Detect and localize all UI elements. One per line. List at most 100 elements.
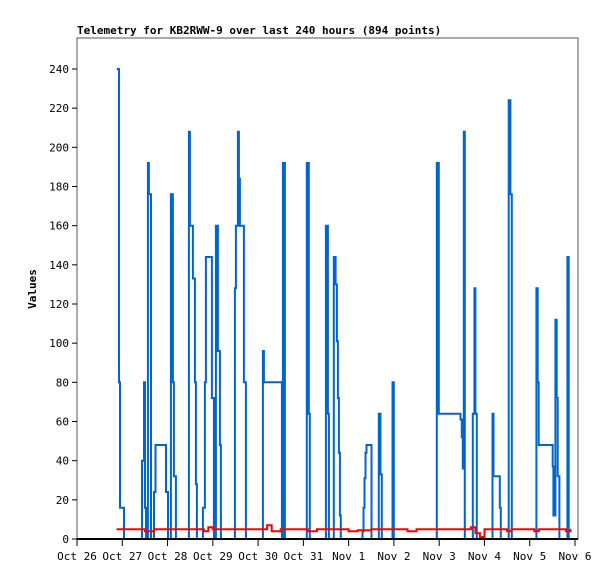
series-blue-point <box>438 413 440 415</box>
y-tick-label: 60 <box>56 416 69 429</box>
x-tick-label: Nov 2 <box>377 550 410 563</box>
y-tick-label: 100 <box>49 337 69 350</box>
series-red-point <box>569 528 572 530</box>
series-blue-point <box>148 193 150 195</box>
series-red-point <box>271 530 273 532</box>
series-red-point <box>470 526 472 528</box>
series-red-point <box>207 526 209 528</box>
series-red-point <box>153 528 155 530</box>
series-red-point <box>370 528 372 530</box>
series-red-point <box>266 524 268 526</box>
series-red-point <box>506 530 508 532</box>
y-tick-label: 140 <box>49 259 69 272</box>
series-blue-point <box>492 475 495 477</box>
series-red-point <box>280 528 282 530</box>
series-blue-point <box>243 381 245 383</box>
series-blue-point <box>215 225 217 227</box>
series-blue-point <box>552 465 554 468</box>
x-axis: Oct 26 Oct 27 Oct 28 Oct 29 Oct 30 Oct 31 Nov … <box>57 539 592 563</box>
series-blue-point <box>189 225 191 227</box>
series-blue-point <box>335 283 337 285</box>
y-axis: 0 20 40 60 80 100 120 140 160 180 200 220 240 <box>49 63 77 546</box>
series-blue-point <box>218 350 220 352</box>
series-blue-point <box>263 381 265 383</box>
series-red-point <box>116 528 118 530</box>
series-blue-point <box>118 381 120 383</box>
series-red-point <box>307 530 309 532</box>
y-tick-label: 160 <box>49 220 69 233</box>
series-blue-point <box>472 413 474 415</box>
series-red-point <box>483 528 486 530</box>
x-tick-label: Oct 28 <box>148 550 188 563</box>
series-blue-point <box>306 162 308 164</box>
series-blue-point <box>462 467 464 470</box>
series-blue-point <box>144 507 146 509</box>
series-blue-point <box>211 397 213 399</box>
series-blue-point <box>336 340 338 342</box>
series-group <box>116 68 572 540</box>
series-red-point <box>511 528 513 530</box>
series-blue-point <box>204 381 206 383</box>
series-red-point <box>316 528 318 530</box>
series-blue-point <box>217 350 219 352</box>
series-blue-point <box>154 444 157 446</box>
series-red-point <box>565 530 567 532</box>
series-blue-point <box>333 256 335 258</box>
series-blue-point <box>379 473 382 475</box>
series-blue-point <box>337 397 339 399</box>
series-blue-point <box>237 131 239 133</box>
series-blue-point <box>192 277 194 280</box>
y-tick-label: 0 <box>62 533 69 546</box>
y-axis-label: Values <box>26 269 39 309</box>
series-blue-point <box>509 193 511 195</box>
series-blue-point <box>234 287 236 289</box>
x-tick-label: Nov 1 <box>332 550 365 563</box>
series-blue-point <box>554 319 557 321</box>
series-blue-point <box>365 444 368 446</box>
series-red-point <box>406 530 409 532</box>
series-blue-point <box>219 444 221 446</box>
series-blue-point <box>508 99 510 101</box>
x-tick-label: Nov 6 <box>558 550 591 563</box>
x-tick-label: Oct 30 <box>238 550 278 563</box>
series-blue-point <box>566 256 569 258</box>
series-blue-point <box>339 514 341 517</box>
series-blue-point <box>205 256 207 258</box>
series-blue-point <box>239 225 241 227</box>
series-red-point <box>203 530 205 532</box>
y-tick-label: 200 <box>49 141 69 154</box>
series-blue-point <box>235 225 237 227</box>
series-blue-point <box>338 452 340 454</box>
series-red-point <box>348 530 350 532</box>
series-blue-point <box>280 381 282 383</box>
series-blue-point <box>556 397 558 399</box>
series-blue-point <box>173 475 175 477</box>
x-tick-label: Oct 31 <box>283 550 323 563</box>
series-red-point <box>474 532 476 534</box>
y-tick-label: 240 <box>49 63 69 76</box>
y-tick-label: 20 <box>56 494 69 507</box>
series-blue-point <box>463 131 465 133</box>
series-blue-point <box>378 413 380 415</box>
series-blue-point <box>362 507 365 509</box>
series-red-point <box>357 529 359 531</box>
series-blue-point <box>308 413 310 415</box>
y-tick-label: 80 <box>56 376 69 389</box>
series-blue-point <box>326 225 328 227</box>
series-red-line <box>116 524 572 538</box>
series-red-point <box>415 528 418 530</box>
series-blue-point <box>364 452 367 454</box>
series-red-point <box>144 530 146 532</box>
series-blue-point <box>188 131 190 133</box>
x-tick-label: Oct 29 <box>193 550 233 563</box>
series-blue-point <box>537 381 539 383</box>
series-blue-point <box>119 507 121 509</box>
series-blue-point <box>116 68 118 70</box>
series-blue-point <box>459 418 462 421</box>
series-blue-point <box>282 162 284 164</box>
series-blue-point <box>153 491 155 493</box>
series-red-point <box>533 530 535 532</box>
series-blue-point <box>538 444 540 446</box>
chart-title: Telemetry for KB2RWW-9 over last 240 hou… <box>77 24 441 37</box>
